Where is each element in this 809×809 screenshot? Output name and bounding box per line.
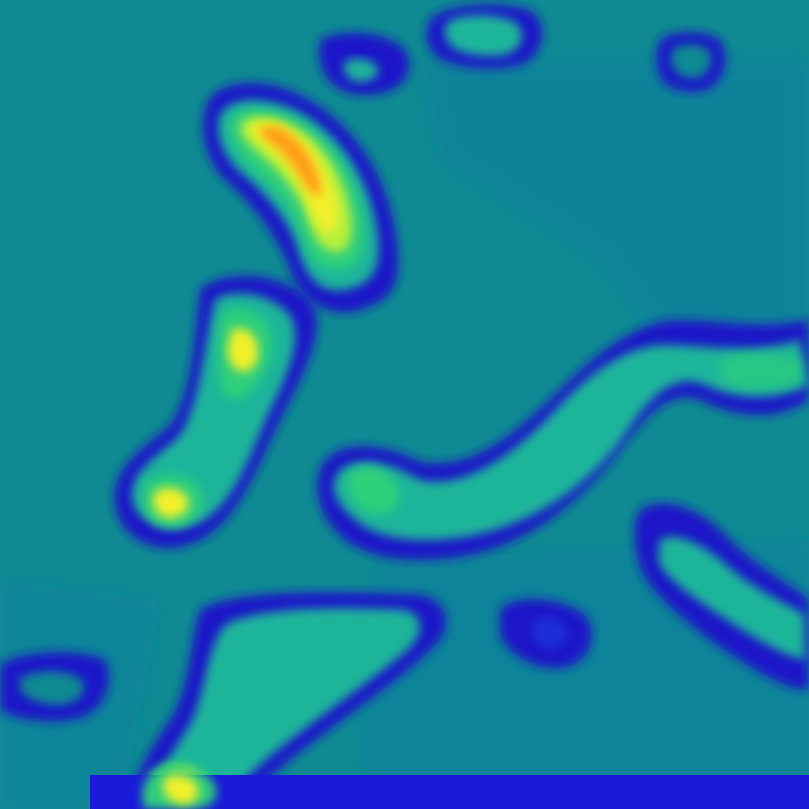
blob-bottom-left-small [0, 652, 109, 722]
blob-dark-island [500, 599, 592, 669]
blob-top-arc [203, 83, 399, 313]
blob-right-patch [634, 503, 809, 690]
blob-central-band [317, 320, 809, 560]
bottom-strip-hotspot [163, 775, 199, 805]
blob-top-islands [319, 4, 726, 95]
blob-left-chain [114, 276, 317, 548]
